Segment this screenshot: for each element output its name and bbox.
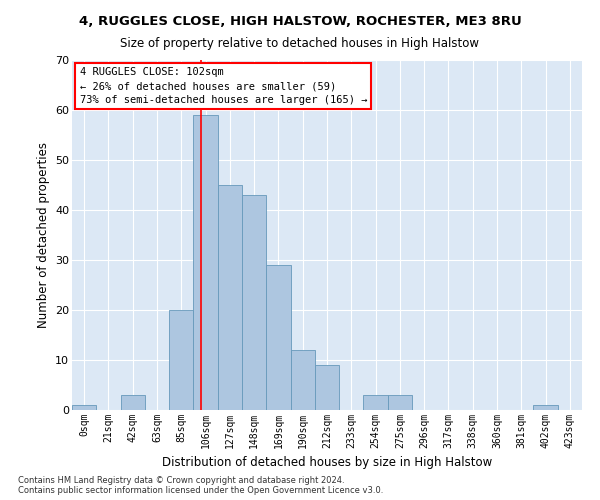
Y-axis label: Number of detached properties: Number of detached properties xyxy=(37,142,50,328)
Bar xyxy=(290,350,315,410)
Bar xyxy=(533,405,558,410)
Bar xyxy=(364,395,388,410)
Bar xyxy=(315,365,339,410)
Text: 4 RUGGLES CLOSE: 102sqm
← 26% of detached houses are smaller (59)
73% of semi-de: 4 RUGGLES CLOSE: 102sqm ← 26% of detache… xyxy=(80,67,367,105)
Bar xyxy=(169,310,193,410)
Bar xyxy=(218,185,242,410)
Bar xyxy=(193,115,218,410)
Text: Size of property relative to detached houses in High Halstow: Size of property relative to detached ho… xyxy=(121,38,479,51)
Text: 4, RUGGLES CLOSE, HIGH HALSTOW, ROCHESTER, ME3 8RU: 4, RUGGLES CLOSE, HIGH HALSTOW, ROCHESTE… xyxy=(79,15,521,28)
Bar xyxy=(72,405,96,410)
Bar xyxy=(121,395,145,410)
Bar xyxy=(266,265,290,410)
X-axis label: Distribution of detached houses by size in High Halstow: Distribution of detached houses by size … xyxy=(162,456,492,469)
Bar xyxy=(242,195,266,410)
Bar xyxy=(388,395,412,410)
Text: Contains HM Land Registry data © Crown copyright and database right 2024.
Contai: Contains HM Land Registry data © Crown c… xyxy=(18,476,383,495)
